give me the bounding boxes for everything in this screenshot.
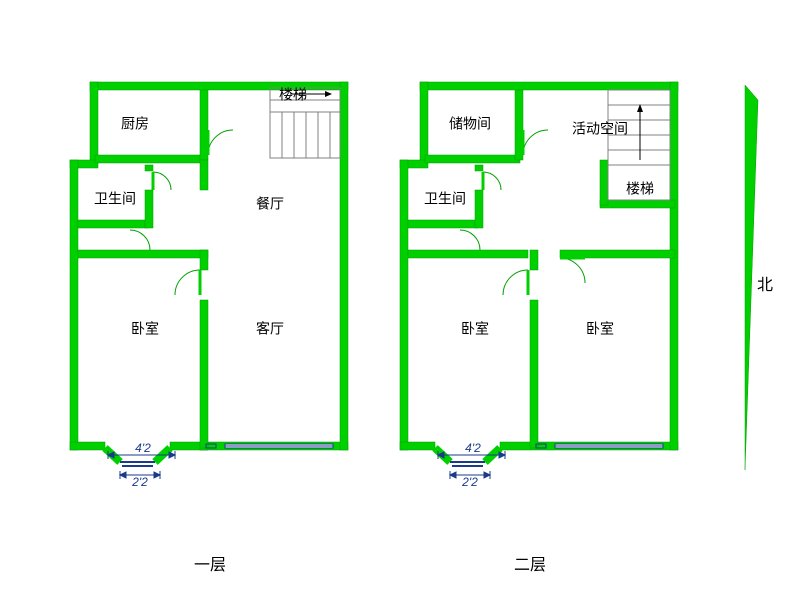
label-bed1: 卧室 bbox=[131, 321, 159, 337]
dim2b: 2'2 bbox=[461, 475, 478, 489]
floor2-title: 二层 bbox=[514, 557, 546, 574]
label-stairs1: 楼梯 bbox=[279, 87, 307, 103]
label-stairs2: 楼梯 bbox=[626, 181, 654, 197]
floor2: 储物间 活动空间 楼梯 卫生间 卧室 卧室 4'2 2'2 二层 bbox=[400, 82, 678, 574]
dim2a: 4'2 bbox=[465, 441, 481, 455]
label-bed2b: 卧室 bbox=[586, 321, 614, 337]
dim1b: 2'2 bbox=[131, 475, 148, 489]
label-activity: 活动空间 bbox=[572, 121, 628, 137]
floor1: 厨房 楼梯 卫生间 餐厅 客厅 卧室 4'2 2'2 一层 bbox=[70, 82, 348, 574]
label-storage: 储物间 bbox=[449, 116, 491, 132]
floorplan-canvas: 厨房 楼梯 卫生间 餐厅 客厅 卧室 4'2 2'2 一层 bbox=[0, 0, 800, 600]
label-bed2a: 卧室 bbox=[461, 321, 489, 337]
north-arrow: 北 bbox=[745, 85, 773, 470]
label-living: 客厅 bbox=[256, 321, 284, 337]
north-label: 北 bbox=[757, 276, 773, 294]
label-kitchen: 厨房 bbox=[121, 116, 149, 132]
dim1a: 4'2 bbox=[135, 441, 151, 455]
label-bath2: 卫生间 bbox=[424, 191, 466, 207]
label-bath1: 卫生间 bbox=[94, 191, 136, 207]
floor1-title: 一层 bbox=[194, 557, 226, 574]
label-dining: 餐厅 bbox=[256, 196, 284, 212]
